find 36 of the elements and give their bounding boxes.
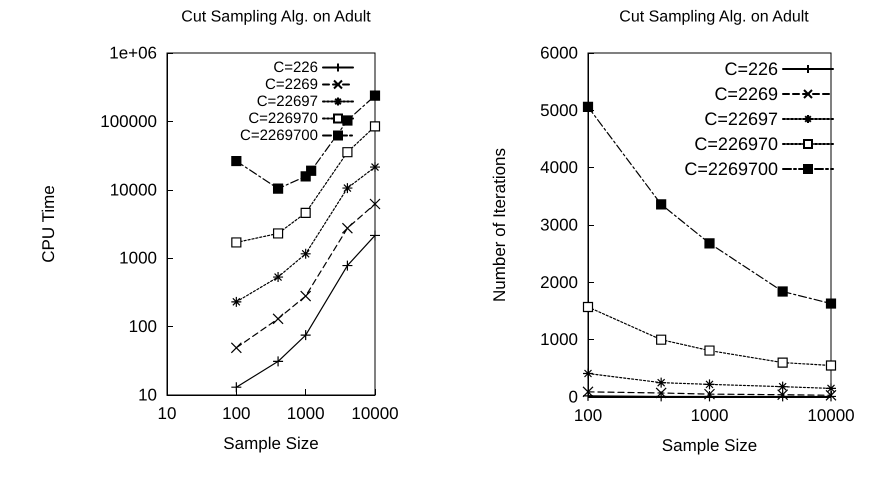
x-tick-label: 100 xyxy=(222,404,251,423)
y-tick-label: 3000 xyxy=(540,216,578,234)
legend-label: C=226970 xyxy=(694,134,778,154)
y-tick-label: 2000 xyxy=(540,272,578,292)
y-tick-label: 100000 xyxy=(100,112,157,131)
y-tick-label: 1000 xyxy=(119,248,157,268)
y-tick-label: 5000 xyxy=(540,100,578,120)
chart-title: Cut Sampling Alg. on Adult xyxy=(181,8,372,26)
legend-label: C=226970 xyxy=(248,110,318,127)
y-axis-title: CPU Time xyxy=(39,185,58,263)
y-tick-label: 10000 xyxy=(110,180,157,200)
x-axis-title: Sample Size xyxy=(223,434,319,453)
x-tick-label: 1000 xyxy=(286,404,325,423)
x-axis-title: Sample Size xyxy=(662,436,758,455)
y-tick-label: 10 xyxy=(138,386,157,404)
x-tick-label: 1000 xyxy=(690,406,728,425)
y-tick-label: 1000 xyxy=(540,330,578,350)
y-tick-label: 4000 xyxy=(540,158,578,178)
y-axis-title: Number of Iterations xyxy=(490,148,509,302)
chart-title: Cut Sampling Alg. on Adult xyxy=(619,8,810,26)
x-tick-label: 10 xyxy=(158,404,176,423)
legend-label: C=22697 xyxy=(256,93,318,110)
x-tick-label: 10000 xyxy=(351,404,399,423)
legend-label: C=226 xyxy=(724,59,778,79)
x-tick-label: 10000 xyxy=(807,406,855,425)
y-tick-label: 0 xyxy=(568,388,578,406)
legend-label: C=2269 xyxy=(265,76,318,93)
y-tick-label: 1e+06 xyxy=(109,44,157,62)
legend-label: C=2269700 xyxy=(240,127,318,144)
legend-label: C=22697 xyxy=(704,109,778,129)
legend-label: C=2269700 xyxy=(684,159,778,179)
y-tick-label: 6000 xyxy=(540,44,578,62)
legend-label: C=2269 xyxy=(714,84,778,104)
x-tick-label: 100 xyxy=(574,406,602,425)
y-tick-label: 100 xyxy=(128,317,157,336)
legend-label: C=226 xyxy=(273,59,318,76)
